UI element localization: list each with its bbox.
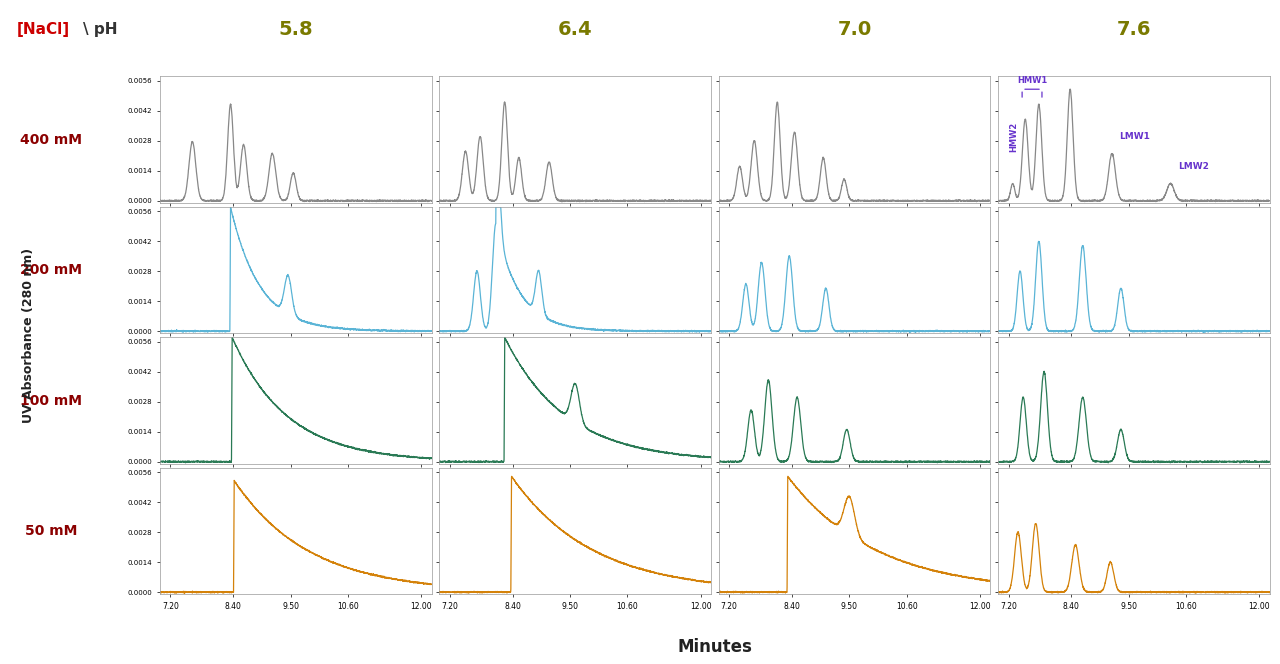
Text: 400 mM: 400 mM [20,133,82,147]
Text: \ pH: \ pH [83,21,118,37]
Text: 6.4: 6.4 [558,19,593,39]
Text: 100 mM: 100 mM [20,394,82,408]
Text: HMW2: HMW2 [1009,122,1019,151]
Text: 50 mM: 50 mM [26,524,77,538]
Text: Minutes: Minutes [677,638,753,657]
Text: 7.0: 7.0 [837,19,872,39]
Text: LMW2: LMW2 [1179,162,1210,171]
Text: [NaCl]: [NaCl] [17,21,70,37]
Text: UV Absorbance (280 nm): UV Absorbance (280 nm) [22,248,35,423]
Text: LMW1: LMW1 [1119,132,1151,141]
Text: 5.8: 5.8 [279,19,314,39]
Text: HMW1: HMW1 [1016,76,1047,86]
Text: 7.6: 7.6 [1116,19,1151,39]
Text: 200 mM: 200 mM [20,263,82,277]
